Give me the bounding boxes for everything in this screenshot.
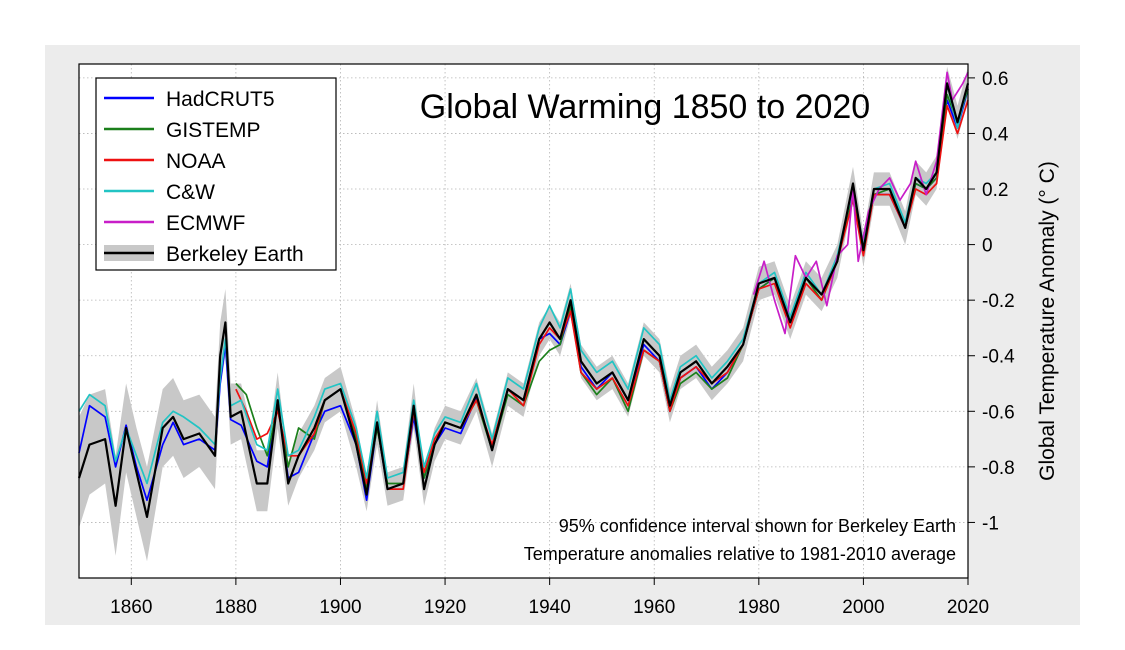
x-tick-label: 1900 (319, 597, 361, 618)
x-tick-label: 1940 (529, 597, 571, 618)
x-tick-label: 2020 (947, 597, 989, 618)
legend-label-gistemp: GISTEMP (166, 119, 261, 142)
annotation-confidence: 95% confidence interval shown for Berkel… (559, 516, 956, 536)
chart-title: Global Warming 1850 to 2020 (420, 88, 870, 126)
x-tick-label: 1880 (215, 597, 257, 618)
series-lines (77, 71, 970, 519)
x-tick-label: 1920 (424, 597, 466, 618)
legend-label-berkeley-earth: Berkeley Earth (166, 243, 304, 266)
legend-label-c-w: C&W (166, 181, 215, 204)
confidence-band (79, 66, 968, 562)
series-line-berkeley-earth (77, 82, 970, 519)
series-line-ecmwf (752, 71, 969, 335)
x-tick-label: 1860 (110, 597, 152, 618)
legend: HadCRUT5 GISTEMP NOAA C&W ECMWF Berkeley Eart… (95, 77, 337, 271)
legend-label-noaa: NOAA (166, 150, 226, 173)
plot-border (78, 63, 969, 579)
x-tick-label: 1960 (633, 597, 675, 618)
legend-label-ecmwf: ECMWF (166, 212, 245, 235)
y-tick-label: 0.6 (982, 69, 1008, 90)
y-tick-label: -1 (982, 513, 999, 534)
y-tick-label: -0.8 (982, 458, 1015, 479)
y-tick-label: 0.2 (982, 180, 1008, 201)
y-axis-title: Global Temperature Anomaly (° C) (1036, 161, 1059, 481)
grid (79, 64, 969, 578)
x-tick-label: 2000 (842, 597, 884, 618)
y-tick-label: -0.6 (982, 402, 1015, 423)
y-axis: 0.6 0.4 0.2 0 -0.2 -0.4 -0.6 -0.8 -1 (968, 69, 1015, 534)
legend-label-hadcrut5: HadCRUT5 (166, 88, 275, 111)
y-tick-label: -0.2 (982, 291, 1015, 312)
y-tick-label: 0 (982, 236, 993, 257)
y-tick-label: 0.4 (982, 124, 1009, 145)
legend-box (95, 77, 337, 271)
x-tick-label: 1980 (738, 597, 780, 618)
y-tick-label: -0.4 (982, 347, 1015, 368)
annotation-baseline: Temperature anomalies relative to 1981-2… (524, 544, 956, 564)
confidence-band-layer (79, 66, 968, 562)
x-axis: 1860 1880 1900 1920 1940 1960 1980 2000 2020 (110, 578, 989, 618)
